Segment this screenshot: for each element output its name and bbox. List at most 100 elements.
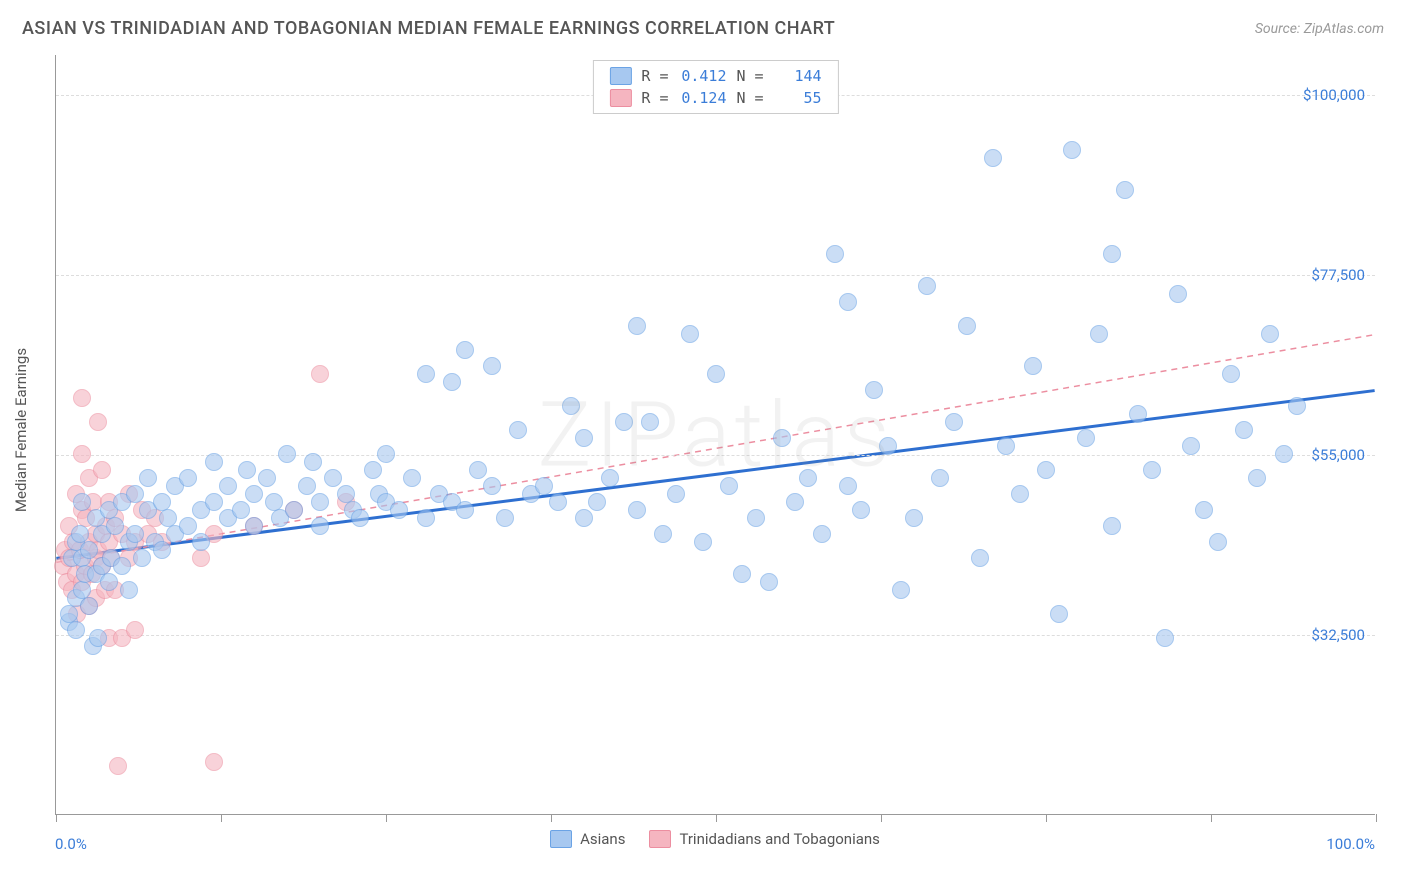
- scatter-point-asians: [232, 501, 250, 519]
- gridline: [56, 275, 1375, 276]
- scatter-point-asians: [1103, 245, 1121, 263]
- scatter-point-asians: [324, 469, 342, 487]
- y-tick-label: $55,000: [1311, 446, 1365, 464]
- scatter-point-asians: [311, 517, 329, 535]
- scatter-point-asians: [1116, 181, 1134, 199]
- scatter-point-asians: [813, 525, 831, 543]
- scatter-point-asians: [1011, 485, 1029, 503]
- scatter-point-asians: [984, 149, 1002, 167]
- correlation-legend: R = 0.412 N = 144 R = 0.124 N = 55: [592, 60, 838, 114]
- scatter-point-asians: [958, 317, 976, 335]
- y-tick-label: $100,000: [1303, 86, 1365, 104]
- scatter-point-trinidadians: [73, 389, 91, 407]
- legend-row-series-a: R = 0.412 N = 144: [609, 65, 821, 87]
- scatter-point-asians: [747, 509, 765, 527]
- y-axis-title: Median Female Earnings: [12, 348, 30, 512]
- gridline: [56, 635, 1375, 636]
- scatter-point-asians: [496, 509, 514, 527]
- scatter-point-asians: [628, 317, 646, 335]
- scatter-point-asians: [192, 533, 210, 551]
- swatch-asians-icon: [550, 830, 572, 848]
- scatter-point-asians: [575, 429, 593, 447]
- scatter-point-asians: [205, 453, 223, 471]
- scatter-point-asians: [126, 485, 144, 503]
- legend-label-trinidadians: Trinidadians and Tobagonians: [679, 830, 879, 848]
- x-tick: [1376, 814, 1377, 822]
- r-label: R =: [641, 67, 668, 85]
- scatter-point-asians: [865, 381, 883, 399]
- scatter-point-asians: [918, 277, 936, 295]
- scatter-point-asians: [113, 557, 131, 575]
- scatter-point-trinidadians: [89, 413, 107, 431]
- scatter-point-asians: [1248, 469, 1266, 487]
- scatter-point-asians: [417, 509, 435, 527]
- gridline: [56, 455, 1375, 456]
- scatter-point-asians: [1103, 517, 1121, 535]
- scatter-point-asians: [364, 461, 382, 479]
- scatter-point-asians: [80, 597, 98, 615]
- scatter-point-asians: [126, 525, 144, 543]
- scatter-point-asians: [456, 341, 474, 359]
- scatter-point-asians: [852, 501, 870, 519]
- x-max-label: 100.0%: [1326, 835, 1375, 853]
- n-label: N =: [737, 89, 764, 107]
- source-label: Source: ZipAtlas.com: [1255, 21, 1384, 37]
- swatch-asians-icon: [609, 67, 631, 85]
- scatter-point-trinidadians: [311, 365, 329, 383]
- n-value-asians: 144: [774, 67, 822, 85]
- chart-title: ASIAN VS TRINIDADIAN AND TOBAGONIAN MEDI…: [22, 18, 835, 39]
- scatter-point-asians: [733, 565, 751, 583]
- scatter-point-asians: [245, 517, 263, 535]
- scatter-point-asians: [549, 493, 567, 511]
- scatter-point-asians: [760, 573, 778, 591]
- scatter-point-asians: [106, 517, 124, 535]
- legend-row-series-b: R = 0.124 N = 55: [609, 87, 821, 109]
- scatter-point-asians: [509, 421, 527, 439]
- legend-item-trinidadians: Trinidadians and Tobagonians: [649, 830, 879, 848]
- scatter-point-asians: [654, 525, 672, 543]
- scatter-point-asians: [311, 493, 329, 511]
- r-value-trinidadians: 0.124: [679, 89, 727, 107]
- scatter-point-asians: [73, 493, 91, 511]
- scatter-point-asians: [720, 477, 738, 495]
- scatter-point-asians: [1182, 437, 1200, 455]
- scatter-point-asians: [997, 437, 1015, 455]
- scatter-point-asians: [839, 293, 857, 311]
- scatter-point-asians: [1275, 445, 1293, 463]
- y-tick-label: $77,500: [1311, 266, 1365, 284]
- scatter-point-asians: [971, 549, 989, 567]
- scatter-point-asians: [707, 365, 725, 383]
- scatter-point-asians: [905, 509, 923, 527]
- scatter-point-asians: [390, 501, 408, 519]
- scatter-point-asians: [1024, 357, 1042, 375]
- scatter-point-asians: [1063, 141, 1081, 159]
- scatter-point-asians: [1037, 461, 1055, 479]
- scatter-point-asians: [1288, 397, 1306, 415]
- scatter-point-asians: [1090, 325, 1108, 343]
- legend-item-asians: Asians: [550, 830, 625, 848]
- scatter-point-asians: [304, 453, 322, 471]
- swatch-trinidadians-icon: [649, 830, 671, 848]
- scatter-point-asians: [681, 325, 699, 343]
- r-label: R =: [641, 89, 668, 107]
- scatter-point-asians: [1235, 421, 1253, 439]
- scatter-point-asians: [67, 621, 85, 639]
- scatter-point-asians: [483, 477, 501, 495]
- x-tick: [1211, 814, 1212, 822]
- x-tick: [1046, 814, 1047, 822]
- scatter-point-asians: [667, 485, 685, 503]
- scatter-point-asians: [773, 429, 791, 447]
- scatter-point-asians: [1261, 325, 1279, 343]
- x-tick: [716, 814, 717, 822]
- scatter-point-asians: [133, 549, 151, 567]
- scatter-point-asians: [588, 493, 606, 511]
- scatter-point-asians: [205, 493, 223, 511]
- scatter-point-asians: [89, 629, 107, 647]
- scatter-point-trinidadians: [109, 757, 127, 775]
- scatter-point-asians: [245, 485, 263, 503]
- x-tick: [386, 814, 387, 822]
- scatter-point-asians: [1195, 501, 1213, 519]
- scatter-point-asians: [879, 437, 897, 455]
- swatch-trinidadians-icon: [609, 89, 631, 107]
- scatter-point-trinidadians: [93, 461, 111, 479]
